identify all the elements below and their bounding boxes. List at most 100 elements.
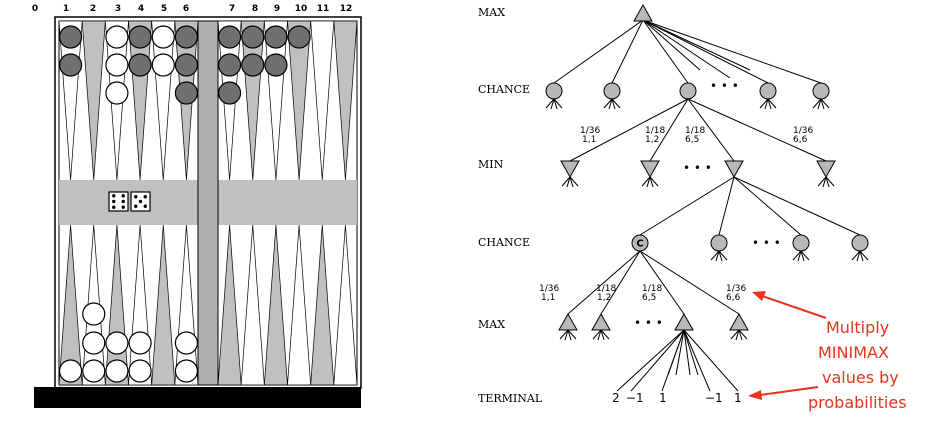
checker-dark	[58, 25, 83, 49]
checkers	[58, 25, 311, 383]
die-pip	[112, 194, 116, 198]
checker-light	[128, 359, 152, 383]
board-point-top	[287, 20, 312, 181]
subtree-fan	[735, 329, 740, 341]
subtree-fan	[800, 250, 805, 262]
chance-node-bottom	[631, 234, 649, 252]
checker-dark	[264, 53, 288, 77]
subtree-fan	[561, 176, 571, 187]
terminal-value-4: −1	[705, 391, 723, 405]
subtree-fan	[738, 329, 743, 341]
annotation-arrows	[748, 291, 827, 400]
arrowhead-terminal	[748, 390, 762, 400]
roll-top-3: 6,5	[685, 135, 699, 145]
board-point-top	[81, 20, 106, 181]
tree-edge	[642, 19, 689, 84]
checker-dark	[58, 53, 83, 77]
subtree-fan	[553, 98, 563, 109]
checker-light	[174, 331, 199, 355]
subtree-fan	[856, 250, 861, 262]
prob-bottom-3: 1/18	[642, 284, 662, 294]
max-node-root	[633, 3, 653, 22]
checker-dark	[264, 25, 288, 49]
subtree-fan	[603, 98, 613, 109]
tree-edge	[600, 250, 641, 315]
prob-bottom-2: 1/18	[596, 284, 616, 294]
subtree-fan	[553, 98, 558, 110]
board-base	[34, 387, 361, 408]
board-point-top	[310, 20, 335, 181]
arrow-to-terminal	[759, 386, 819, 396]
board-point-bottom	[217, 224, 242, 386]
terminal-edge	[683, 329, 711, 392]
die-pip	[134, 195, 138, 199]
subtree-fan	[767, 98, 777, 109]
subtree-fan	[764, 98, 769, 110]
point-label: 8	[252, 4, 258, 14]
checker-dark	[174, 81, 199, 105]
terminal-fan	[683, 329, 691, 376]
checker-light	[58, 359, 83, 383]
ellipsis-min: • • •	[683, 161, 712, 175]
tree-edge	[718, 176, 735, 236]
subtree-fan	[567, 329, 577, 340]
arrow-to-probabilities	[761, 295, 827, 319]
subtree-fan	[817, 98, 822, 110]
level-label-max-bottom: MAX	[478, 318, 505, 331]
die-pip	[121, 205, 125, 209]
point-label: 10	[295, 4, 308, 14]
max-node-bottom	[674, 312, 694, 331]
max-node-bottom	[729, 312, 749, 331]
chance-node-top	[759, 82, 777, 100]
min-node	[560, 160, 580, 179]
subtree-fan	[597, 329, 602, 341]
subtree-fan	[730, 329, 740, 340]
checker-light	[82, 331, 106, 355]
die-pip	[112, 205, 116, 209]
terminal-value-5: 1	[734, 391, 742, 405]
subtree-fan	[797, 250, 802, 262]
chance-node-top	[545, 82, 563, 100]
checker-light	[151, 53, 175, 77]
prob-top-4: 1/36	[793, 126, 813, 136]
checker-light	[82, 359, 106, 383]
roll-bottom-3: 6,5	[642, 293, 656, 303]
board-point-bottom	[287, 224, 312, 386]
subtree-fan	[825, 176, 835, 187]
subtree-fan	[600, 329, 605, 341]
level-label-min: MIN	[478, 158, 504, 171]
subtree-fan	[649, 176, 659, 187]
ellipsis-max-bottom: • • •	[634, 316, 663, 330]
point-label: 2	[90, 4, 96, 14]
arrowhead-probabilities	[752, 291, 766, 301]
subtree-fan	[564, 329, 569, 341]
chance-node-top	[812, 82, 830, 100]
subtree-fan	[611, 98, 621, 109]
checker-light	[105, 25, 129, 49]
board-bar	[197, 20, 219, 386]
roll-bottom-2: 1,2	[597, 293, 611, 303]
chance-node-bottom	[710, 234, 728, 252]
terminal-value-3: 1	[659, 391, 667, 405]
checker-dark	[174, 25, 199, 49]
prob-top-3: 1/18	[685, 126, 705, 136]
subtree-fan	[567, 329, 572, 341]
subtree-fan	[859, 250, 869, 261]
checker-dark	[241, 53, 265, 77]
terminal-fan	[675, 329, 685, 376]
terminal-edge	[616, 329, 685, 392]
subtree-fan	[820, 98, 830, 109]
board-point-bottom	[58, 224, 83, 386]
board-point-bottom	[263, 224, 288, 386]
roll-top-1: 1,1	[582, 135, 596, 145]
subtree-fan	[592, 329, 602, 340]
checker-light	[174, 359, 199, 383]
point-label: 5	[161, 4, 167, 14]
checker-dark	[217, 81, 242, 105]
checker-light	[82, 302, 106, 326]
subtree-fan	[569, 176, 579, 187]
point-label: 9	[274, 4, 280, 14]
subtree-fan	[600, 329, 610, 340]
